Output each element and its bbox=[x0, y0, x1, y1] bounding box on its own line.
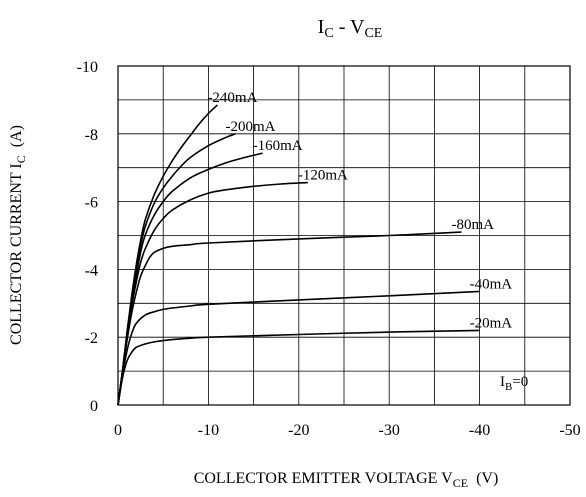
curve-ib-40mA bbox=[117, 290, 480, 406]
curve-labels: -20mA -40mA -80mA -120mA -160mA -200mA -240mA bbox=[207, 90, 512, 331]
grid bbox=[118, 66, 570, 405]
y-tick-label: 0 bbox=[90, 398, 98, 415]
y-tick-labels: 0 -2 -4 -6 -8 -10 bbox=[77, 59, 98, 415]
curve-label: -200mA bbox=[226, 119, 276, 135]
ib-annotation: IB=0 bbox=[500, 374, 528, 393]
curve-label: -40mA bbox=[470, 276, 513, 292]
y-tick-label: -4 bbox=[85, 262, 98, 279]
curve-label: -120mA bbox=[298, 168, 348, 184]
curve-ib-80mA bbox=[117, 231, 462, 406]
y-tick-label: -10 bbox=[77, 59, 98, 76]
plot-frame bbox=[117, 65, 571, 406]
y-tick-label: -2 bbox=[85, 330, 98, 347]
x-tick-label: 0 bbox=[114, 422, 122, 439]
y-tick-label: -8 bbox=[85, 127, 98, 144]
chart-title: IC - VCE bbox=[318, 16, 383, 41]
curve-label: -80mA bbox=[452, 217, 495, 233]
x-tick-labels: 0 -10 -20 -30 -40 -50 bbox=[114, 422, 581, 439]
y-axis-label: COLLECTOR CURRENT IC (A) bbox=[8, 125, 28, 345]
x-axis-label: COLLECTOR EMITTER VOLTAGE VCE (V) bbox=[194, 470, 499, 490]
x-tick-label: -50 bbox=[559, 422, 580, 439]
curve-label: -160mA bbox=[253, 138, 303, 154]
curve-label: -20mA bbox=[470, 315, 513, 331]
y-tick-label: -6 bbox=[85, 195, 98, 212]
curve-label: -240mA bbox=[207, 90, 257, 106]
x-tick-label: -40 bbox=[469, 422, 490, 439]
x-tick-label: -10 bbox=[198, 422, 219, 439]
x-tick-label: -20 bbox=[288, 422, 309, 439]
curves bbox=[117, 104, 480, 406]
x-tick-label: -30 bbox=[379, 422, 400, 439]
curve-ib-20mA bbox=[117, 329, 480, 406]
curve-ib-240mA bbox=[117, 104, 218, 406]
